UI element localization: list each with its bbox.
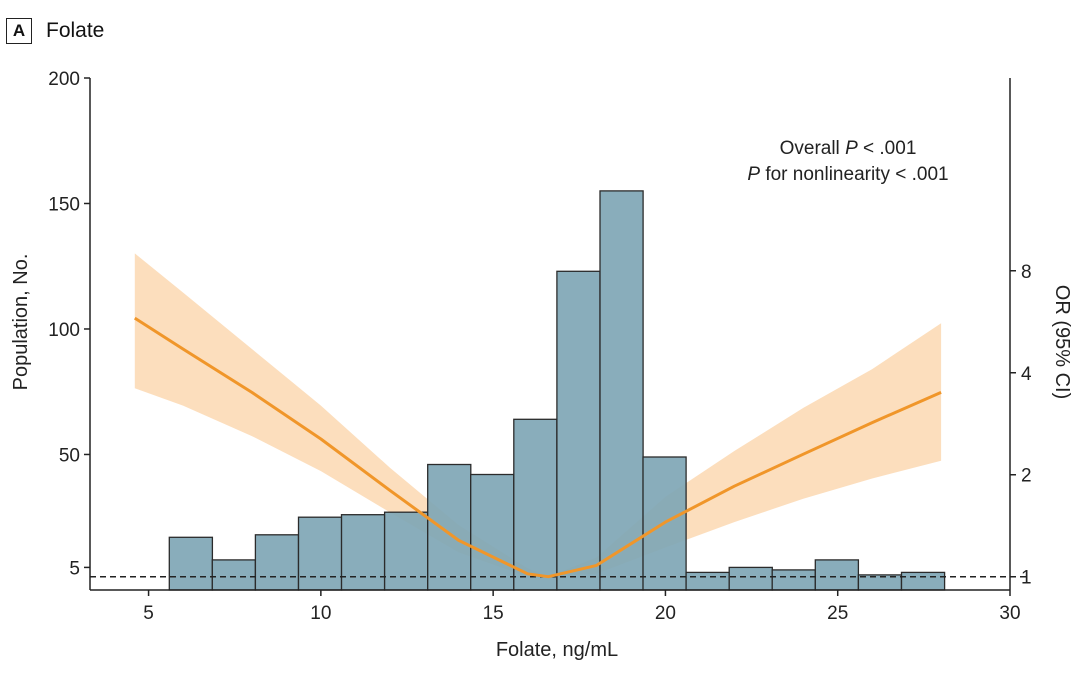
histogram-bar [427,463,472,591]
histogram-bar [340,514,386,591]
histogram-bar [728,566,773,591]
or-curve-layer [90,316,1028,579]
y2-tick-label: 4 [1021,364,1032,385]
x-tick-label: 5 [143,603,154,624]
overall-p-annotation: Overall P < .001 [780,138,917,159]
or-curve [133,316,942,579]
histogram-bar [900,571,946,591]
histogram-bar [168,536,214,591]
y-tick-label: 5 [69,558,80,579]
histogram-bar [513,418,558,591]
nonlinearity-p-annotation: P for nonlinearity < .001 [747,164,948,185]
histogram-bar [556,270,601,591]
x-tick-label: 25 [827,603,848,624]
histogram-bar [297,516,343,591]
y-axis-title: Population, No. [10,254,32,391]
panel-title: Folate [46,19,105,42]
y-tick-label: 150 [48,194,80,215]
histogram-bar [685,571,730,591]
y-tick-label: 100 [48,320,80,341]
y2-tick-label: 1 [1021,568,1032,589]
x-tick-label: 30 [999,603,1020,624]
x-tick-label: 20 [655,603,676,624]
y2-tick-label: 2 [1021,466,1032,487]
histogram-bars [168,190,946,591]
y-tick-label: 200 [48,69,80,90]
histogram-bar [383,511,429,591]
ci-band [134,253,942,577]
histogram-bar [470,473,515,591]
histogram-bar [254,534,300,591]
x-tick-label: 10 [310,603,331,624]
x-tick-label: 15 [483,603,504,624]
ci-band-layer [134,253,942,577]
x-axis-title: Folate, ng/mL [496,639,618,661]
panel-label-badge: A [6,18,32,44]
histogram-bar [771,569,816,591]
y2-tick-label: 8 [1021,262,1032,283]
histogram-bar [599,190,644,591]
axes: 5 50 100 150 200 5 10 15 20 25 301 2 4 8 [48,69,1032,624]
histogram-bar [211,559,257,591]
y-tick-label: 50 [59,445,80,466]
histogram-bar [814,559,860,591]
y2-axis-title: OR (95% CI) [1051,285,1073,399]
